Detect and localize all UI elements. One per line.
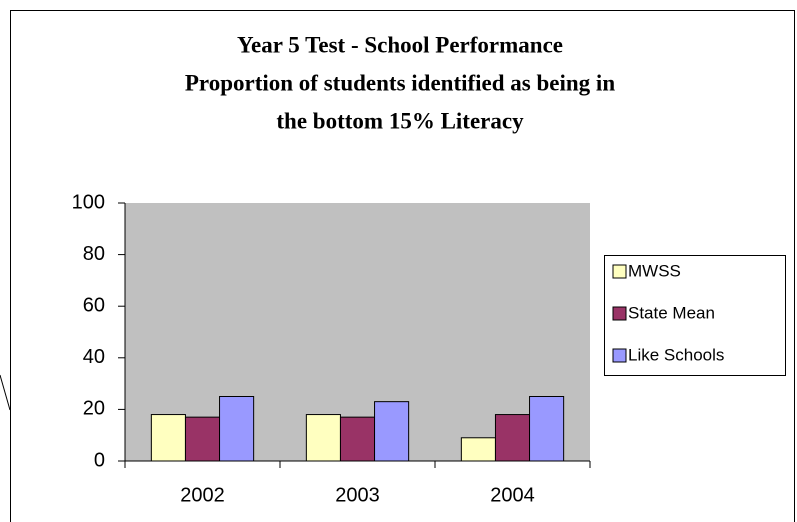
legend [604,255,786,376]
y-tick-label: 60 [83,294,105,316]
legend-label: Like Schools [628,345,724,364]
x-tick-label: 2004 [490,484,535,506]
stray-line [0,374,11,411]
chart-title: Year 5 Test - School Performance [237,32,563,57]
y-tick-label: 20 [83,398,105,420]
legend-swatch [612,264,627,279]
bar [494,414,531,462]
x-tick-label: 2002 [180,484,225,506]
y-tick-label: 100 [72,191,105,213]
legend-swatch [612,348,627,363]
y-tick-label: 0 [94,449,105,471]
bar [460,437,496,462]
legend-label: State Mean [628,303,715,322]
bar [339,416,376,462]
legend-label: MWSS [628,261,681,280]
legend-swatch [612,306,627,321]
bar [374,401,410,462]
chart-title: the bottom 15% Literacy [276,108,524,133]
bar [184,416,221,462]
y-tick-label: 80 [83,243,105,265]
chart-title: Proportion of students identified as bei… [185,70,615,95]
bar [529,396,565,462]
bar [150,414,186,462]
y-tick-label: 40 [83,346,105,368]
bar [305,414,341,462]
x-tick-label: 2003 [335,484,380,506]
bar [219,396,255,462]
